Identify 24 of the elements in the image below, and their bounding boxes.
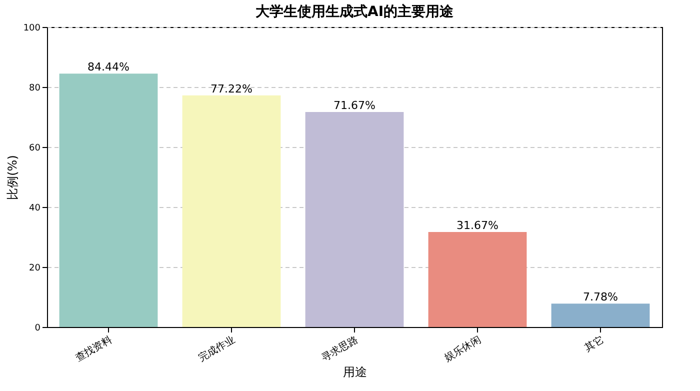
y-tick-label: 80 xyxy=(29,84,41,94)
y-tick-label: 100 xyxy=(23,24,41,34)
x-axis-title: 用途 xyxy=(343,365,367,380)
data-label: 7.78% xyxy=(583,290,618,304)
y-tick-label: 60 xyxy=(29,144,41,154)
bar xyxy=(182,95,281,327)
y-tick-label: 20 xyxy=(29,264,41,274)
chart-title: 大学生使用生成式AI的主要用途 xyxy=(255,3,455,20)
data-label: 84.44% xyxy=(88,60,130,74)
bar xyxy=(305,112,404,327)
y-axis-title: 比例(%) xyxy=(5,155,20,200)
x-tick-label: 其它 xyxy=(582,334,606,354)
x-tick-label: 查找资料 xyxy=(73,334,114,364)
y-tick-label: 0 xyxy=(34,324,41,334)
data-label: 71.67% xyxy=(334,98,376,112)
x-tick-label: 寻求思路 xyxy=(319,334,360,364)
data-label: 31.67% xyxy=(456,218,498,232)
bar xyxy=(428,232,527,327)
bar xyxy=(551,304,650,327)
bar xyxy=(59,74,158,327)
x-tick-label: 娱乐休闲 xyxy=(442,334,483,364)
data-label: 77.22% xyxy=(210,82,252,96)
y-tick-label: 40 xyxy=(29,204,41,214)
x-tick-label: 完成作业 xyxy=(196,334,237,364)
